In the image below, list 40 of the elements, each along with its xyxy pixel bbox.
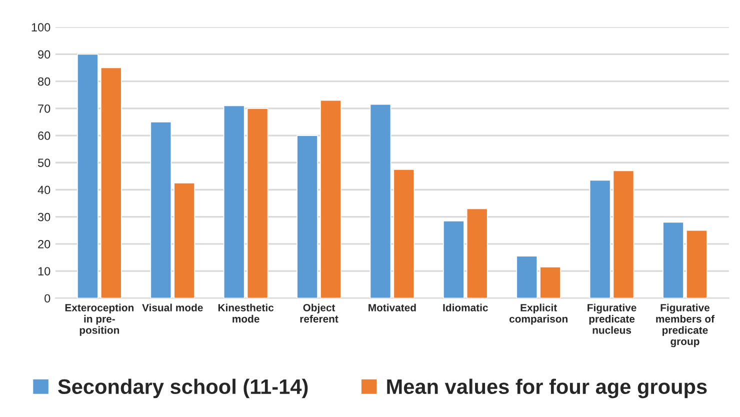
bar	[393, 168, 415, 298]
bar	[174, 182, 195, 298]
y-tick-label: 100	[32, 23, 50, 32]
y-tick-label: 90	[38, 50, 50, 59]
bar	[246, 108, 268, 298]
bar	[612, 170, 634, 298]
y-tick-label: 10	[38, 267, 50, 276]
bar	[320, 100, 342, 298]
y-tick-label: 60	[38, 132, 50, 140]
bar	[223, 105, 245, 298]
bar	[662, 222, 684, 298]
y-tick-label: 40	[38, 186, 50, 194]
x-tick-label: Visual mode	[142, 304, 203, 312]
bar	[100, 67, 122, 298]
y-tick-label: 80	[38, 77, 50, 86]
x-tick-label: Figurative predicate nucleus	[588, 304, 636, 334]
y-tick-label: 70	[38, 104, 50, 113]
legend-label: Mean values for four age groups	[387, 378, 707, 398]
y-tick-label: 0	[44, 294, 50, 303]
y-tick-label: 30	[38, 212, 50, 222]
bar	[150, 122, 172, 298]
y-tick-label: 50	[38, 158, 50, 168]
y-tick-label: 20	[38, 240, 50, 248]
x-tick-label: Exteroception in pre- position	[65, 304, 134, 336]
bar	[77, 54, 98, 298]
x-tick-label: Kinesthetic mode	[218, 304, 274, 323]
bar	[516, 256, 538, 298]
bar	[540, 266, 561, 298]
bar	[686, 230, 708, 298]
bar	[466, 208, 488, 298]
x-tick-label: Figurative members of predicate group	[656, 304, 715, 348]
bar	[443, 220, 464, 298]
legend-label: Secondary school (11-14)	[58, 378, 308, 398]
bar	[589, 180, 611, 298]
bar	[296, 135, 318, 298]
x-tick-label: Motivated	[368, 304, 416, 312]
x-tick-label: Object referent	[300, 304, 338, 323]
x-tick-label: Explicit comparison	[509, 304, 568, 325]
bar	[370, 104, 392, 298]
x-tick-label: Idiomatic	[443, 304, 488, 312]
